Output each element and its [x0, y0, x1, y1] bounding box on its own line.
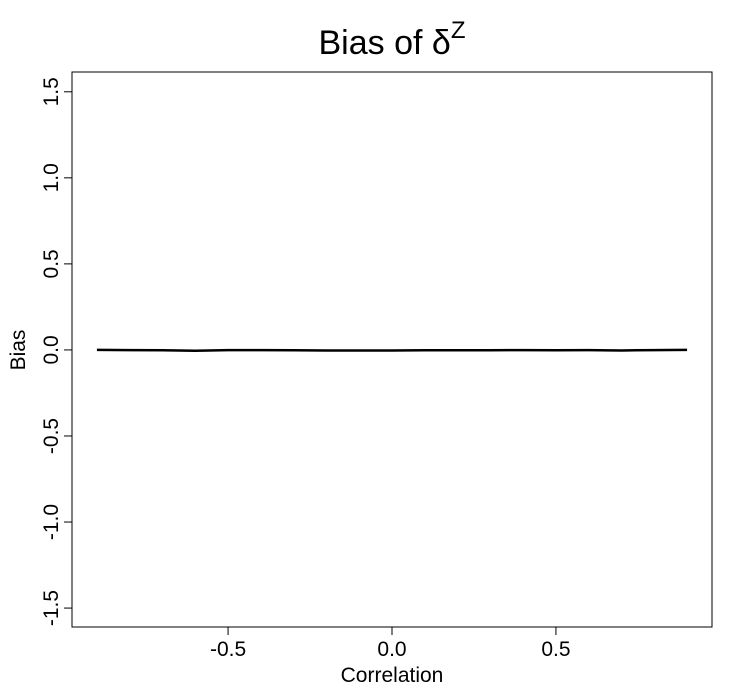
x-tick-label: 0.5 [541, 638, 570, 661]
y-tick-label: 1.5 [40, 77, 63, 106]
x-tick-label: -0.5 [210, 638, 246, 661]
title-superscript: Z [451, 17, 466, 44]
y-tick-label: -0.5 [40, 418, 63, 454]
y-tick-label: -1.0 [40, 504, 63, 540]
y-tick-label: 0.0 [40, 335, 63, 364]
chart-title: Bias of δZ [319, 17, 466, 62]
x-axis-label: Correlation [341, 664, 444, 687]
y-tick-label: -1.5 [40, 590, 63, 626]
y-tick-label: 1.0 [40, 163, 63, 192]
title-text: Bias of δ [319, 24, 451, 62]
y-tick-label: 0.5 [40, 249, 63, 278]
x-tick-label: 0.0 [377, 638, 406, 661]
y-axis-label: Bias [7, 330, 30, 371]
data-line [96, 348, 688, 353]
